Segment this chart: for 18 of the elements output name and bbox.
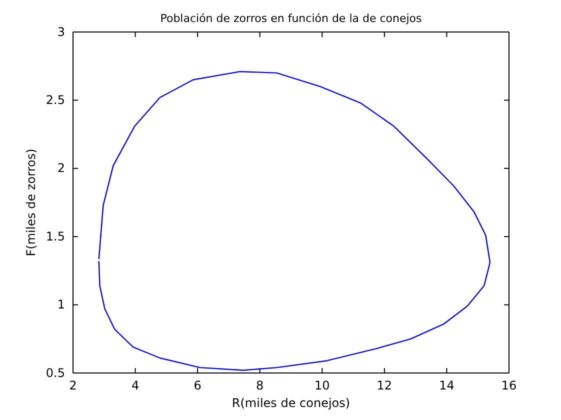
x-tick-label: 16: [501, 378, 517, 393]
y-tick-label: 0.5: [46, 366, 65, 380]
x-tick-label: 12: [376, 378, 392, 393]
y-tick-label: 2.5: [46, 93, 65, 108]
y-tick-label: 3: [57, 24, 65, 39]
y-tick-label: 1: [57, 298, 65, 312]
x-tick-label: 10: [314, 378, 330, 393]
y-tick-label: 1.5: [46, 229, 65, 244]
x-tick-label: 8: [256, 378, 264, 393]
y-axis-title: F(miles de zorros): [24, 148, 38, 256]
x-tick-label: 4: [131, 378, 140, 393]
x-axis-title: R(miles de conejos): [232, 396, 350, 410]
x-tick-label: 2: [69, 378, 77, 393]
chart-title: Población de zorros en función de la de conejos: [160, 12, 422, 25]
line-series: [98, 70, 491, 371]
x-tick-label: 14: [439, 378, 454, 393]
x-tick-label: 6: [194, 378, 202, 393]
y-tick-label: 2: [57, 161, 65, 176]
